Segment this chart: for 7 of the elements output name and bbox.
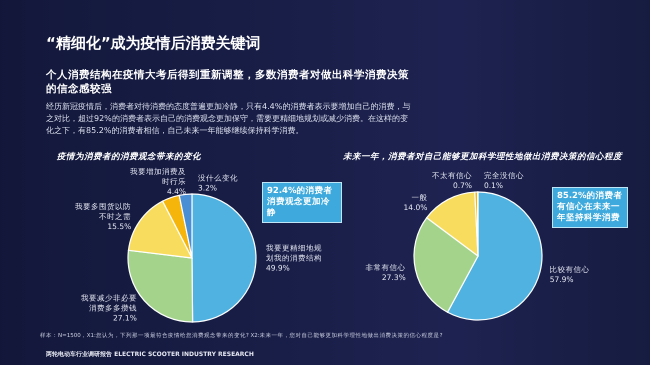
- text: 92.4%的消费者消费观念更加冷静: [262, 182, 342, 223]
- text: “精细化”成为疫情后消费关键词: [46, 34, 261, 53]
- text: 经历新冠疫情后，消费者对待消费的态度普遍更加冷静，只有4.4%的消费者表示要增加自己的消费，与之对比，超过92%的消费者表示自己的消费观念更加保守，需要更精细地规划或减少消费。在这样的变化之下，有85.2%的消费者相信，自己未来一年能够继续保持科学消费。: [46, 101, 411, 137]
- chart-title: 疫情为消费者的消费观念带来的变化: [57, 151, 201, 163]
- text: 85.2%的消费者有信心在未来一年坚持科学消费: [552, 187, 628, 228]
- text: 个人消费结构在疫情大考后得到重新调整，多数消费者对做出科学消费决策的信念感较强: [46, 68, 410, 96]
- chart-title: 未来一年，消费者对自己能够更加科学理性地做出消费决策的信心程度: [343, 151, 622, 163]
